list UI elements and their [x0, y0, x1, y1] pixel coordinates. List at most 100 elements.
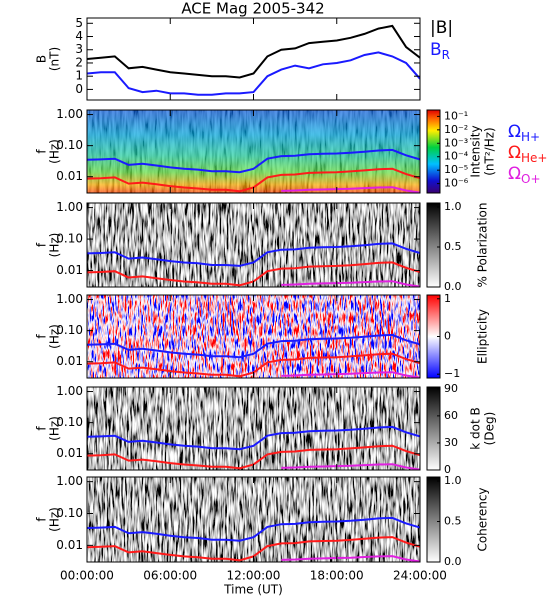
- colorbar-tick-label: 0.0: [444, 555, 462, 568]
- gyrofrequency-line: [281, 555, 420, 562]
- colorbar-tick-label: 10⁻⁵: [444, 163, 468, 176]
- plot-area: [87, 110, 420, 193]
- x-tick-label: 06:00:00: [143, 569, 197, 583]
- legend-subscript: He+: [521, 151, 547, 165]
- colorbar-tick-label: 0.0: [444, 280, 462, 293]
- y-tick-label: 0.10: [56, 232, 83, 246]
- colorbar-label: Coherency: [476, 487, 490, 551]
- colorbar-tick-label: 0.5: [444, 515, 462, 528]
- legend-entry: BR: [430, 40, 450, 62]
- y-axis-label: f: [35, 334, 49, 339]
- colorbar-tick-label: −1: [444, 367, 460, 380]
- y-axis-label: (Hz): [48, 324, 62, 349]
- colorbar-label: % Polarization: [476, 203, 490, 288]
- x-tick-label: 00:00:00: [60, 569, 114, 583]
- colorbar-label: Ellipticity: [476, 309, 490, 364]
- y-tick-label: 3: [75, 42, 83, 56]
- colorbar-label: k dot B: [469, 407, 483, 449]
- y-tick-label: 0: [75, 82, 83, 96]
- legend-symbol: Ω: [508, 143, 521, 163]
- gyrofrequency-line: [87, 333, 420, 359]
- y-tick-label: 0.01: [56, 169, 83, 183]
- plot-area: [87, 203, 420, 287]
- y-axis-label: f: [35, 149, 49, 154]
- gyrofrequency-line: [87, 148, 420, 174]
- colorbar: [426, 386, 441, 471]
- colorbar-tick-label: 0: [444, 463, 451, 476]
- y-axis-label: f: [35, 426, 49, 431]
- colorbar-tick-label: 30: [444, 436, 458, 449]
- legend-entry: ΩO+: [508, 164, 541, 186]
- y-axis-label: (Hz): [48, 233, 62, 258]
- y-tick-label: 0.01: [56, 263, 83, 277]
- y-tick-label: 0.10: [56, 323, 83, 337]
- legend-symbol: Ω: [508, 164, 521, 184]
- colorbar-tick-label: 1.0: [444, 200, 462, 213]
- y-tick-label: 0.10: [56, 506, 83, 520]
- y-tick-label: 1.00: [56, 474, 83, 488]
- colorbar: [426, 202, 441, 288]
- colorbar-tick-label: 10⁻⁶: [444, 177, 469, 190]
- y-axis-label: (Hz): [48, 416, 62, 441]
- series-line: [87, 51, 420, 96]
- x-tick-label: 18:00:00: [310, 569, 364, 583]
- colorbar-tick-label: 10⁻³: [444, 136, 468, 149]
- y-axis-label: (nT): [48, 47, 62, 71]
- gyrofrequency-line: [87, 425, 420, 451]
- y-tick-label: 1.00: [56, 200, 83, 214]
- y-axis-label: B: [35, 55, 49, 63]
- legend-entry: |B|: [430, 18, 453, 38]
- y-tick-label: 0.10: [56, 138, 83, 152]
- plot-area: [87, 387, 420, 470]
- gyrofrequency-line: [87, 516, 420, 542]
- colorbar-tick-label: 10⁻²: [444, 123, 468, 136]
- colorbar-label: (nT²/Hz): [483, 127, 497, 175]
- panel-frame: [86, 17, 421, 101]
- y-tick-label: 0.01: [56, 354, 83, 368]
- gyrofrequency-line: [281, 186, 420, 193]
- colorbar-tick-label: 90: [444, 382, 458, 395]
- y-axis-label: (Hz): [48, 507, 62, 532]
- legend-entry: ΩH+: [508, 122, 540, 144]
- colorbar-label: Intensity: [469, 125, 483, 177]
- y-tick-label: 0.10: [56, 415, 83, 429]
- gyrofrequency-line: [281, 463, 420, 470]
- colorbar-tick-label: 1: [444, 292, 451, 305]
- y-tick-label: 1.00: [56, 107, 83, 121]
- colorbar: [426, 476, 441, 563]
- colorbar-tick-label: 0: [444, 330, 451, 343]
- y-tick-label: 4: [75, 29, 83, 43]
- y-axis-label: f: [35, 242, 49, 247]
- y-tick-label: 1.00: [56, 292, 83, 306]
- x-axis-label: Time (UT): [223, 583, 283, 597]
- plot-area: [87, 295, 420, 378]
- plot-area: [87, 24, 420, 96]
- y-axis-label: (Hz): [48, 139, 62, 164]
- y-tick-label: 1.00: [56, 384, 83, 398]
- x-tick-label: 24:00:00: [393, 569, 447, 583]
- y-tick-label: 2: [75, 55, 83, 69]
- legend-subscript: R: [442, 48, 450, 62]
- colorbar-tick-label: 10⁻⁴: [444, 150, 469, 163]
- colorbar-tick-label: 60: [444, 409, 458, 422]
- legend-name: |B|: [430, 18, 453, 38]
- colorbar-tick-label: 0.5: [444, 240, 462, 253]
- gyrofrequency-line: [281, 280, 420, 287]
- colorbar: [426, 109, 441, 194]
- legend-name: B: [430, 40, 442, 60]
- x-tick-label: 12:00:00: [227, 569, 281, 583]
- gyrofrequency-line: [87, 242, 420, 267]
- y-tick-label: 0.01: [56, 446, 83, 460]
- series-line: [87, 24, 420, 79]
- gyrofrequency-line: [281, 371, 420, 378]
- y-tick-label: 5: [75, 16, 83, 30]
- legend-symbol: Ω: [508, 122, 521, 142]
- y-tick-label: 0.01: [56, 538, 83, 552]
- y-tick-label: 1: [75, 69, 83, 83]
- colorbar-tick-label: 10⁻¹: [444, 109, 468, 122]
- colorbar-tick-label: 1.0: [444, 474, 462, 487]
- plot-area: [87, 477, 420, 562]
- colorbar-label: (Deg): [483, 412, 497, 446]
- title: ACE Mag 2005-342: [181, 0, 324, 18]
